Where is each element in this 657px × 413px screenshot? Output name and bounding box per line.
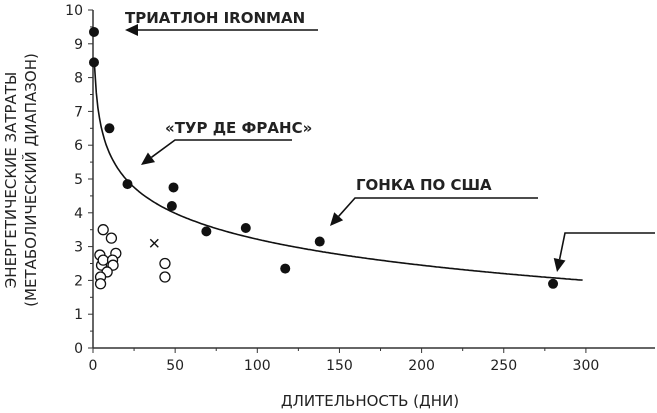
open-point (159, 271, 171, 283)
annotation-arrow-line (338, 197, 538, 217)
filled-point (88, 57, 99, 68)
arrowhead-icon (553, 258, 566, 272)
y-tick-label: 1 (74, 307, 83, 323)
fit-curve (93, 66, 583, 281)
y-tick-label: 3 (74, 240, 83, 256)
y-tick-label: 0 (74, 341, 83, 357)
annotations: ТРИАТЛОН IRONMAN «ТУР ДЕ ФРАНС» ГОНКА ПО С… (125, 9, 655, 272)
filled-point (168, 182, 179, 193)
arrowhead-icon (141, 152, 156, 165)
filled-point (104, 123, 115, 134)
filled-point (240, 223, 251, 234)
fit-curve-group (93, 66, 583, 281)
annotation-label: ТРИАТЛОН IRONMAN (125, 9, 305, 27)
filled-point (314, 236, 325, 247)
open-point (97, 254, 109, 266)
arrowhead-icon (125, 24, 138, 36)
open-point (97, 224, 109, 236)
annotation-label: ГОНКА ПО США (356, 176, 492, 194)
open-point (105, 232, 118, 244)
x-tick-label: 200 (408, 358, 435, 374)
y-tick-label: 4 (74, 206, 83, 222)
filled-point (88, 26, 99, 37)
y-tick-label: 7 (74, 104, 83, 120)
y-tick-label: 9 (74, 37, 83, 53)
y-tick-label: 10 (65, 3, 83, 19)
open-point (94, 278, 107, 290)
filled-point (166, 201, 177, 212)
x-tick-label: 250 (490, 358, 517, 374)
cross-point (149, 238, 159, 248)
y-tick-label: 2 (74, 273, 83, 289)
annotation-arrow-line (558, 232, 655, 260)
open-point (159, 257, 171, 270)
y-tick-label: 6 (74, 138, 83, 154)
x-tick-label: 0 (89, 358, 98, 374)
filled-point (280, 263, 291, 274)
y-tick-label: 5 (74, 172, 83, 188)
annotation-arrow-line (150, 139, 292, 158)
arrowhead-icon (330, 212, 344, 226)
y-tick-label: 8 (74, 71, 83, 87)
filled-point (122, 179, 133, 190)
filled-point (548, 278, 559, 289)
x-axis-label: ДЛИТЕЛЬНОСТЬ (ДНИ) (281, 392, 459, 410)
x-tick-label: 150 (326, 358, 353, 374)
axes: 0 50 100 150 200 250 300 0 1 2 3 4 5 6 7 8 9 10 (65, 3, 655, 374)
y-axis-label-line1: ЭНЕРГЕТИЧЕСКИЕ ЗАТРАТЫ (2, 72, 20, 288)
filled-point (201, 226, 212, 237)
x-tick-label: 50 (166, 358, 184, 374)
x-tick-label: 300 (573, 358, 600, 374)
annotation-label: «ТУР ДЕ ФРАНС» (165, 119, 312, 137)
data-points (88, 26, 559, 290)
x-tick-label: 100 (244, 358, 271, 374)
y-axis-label-line2: (МЕТАБОЛИЧЕСКИЙ ДИАПАЗОН) (21, 53, 40, 307)
